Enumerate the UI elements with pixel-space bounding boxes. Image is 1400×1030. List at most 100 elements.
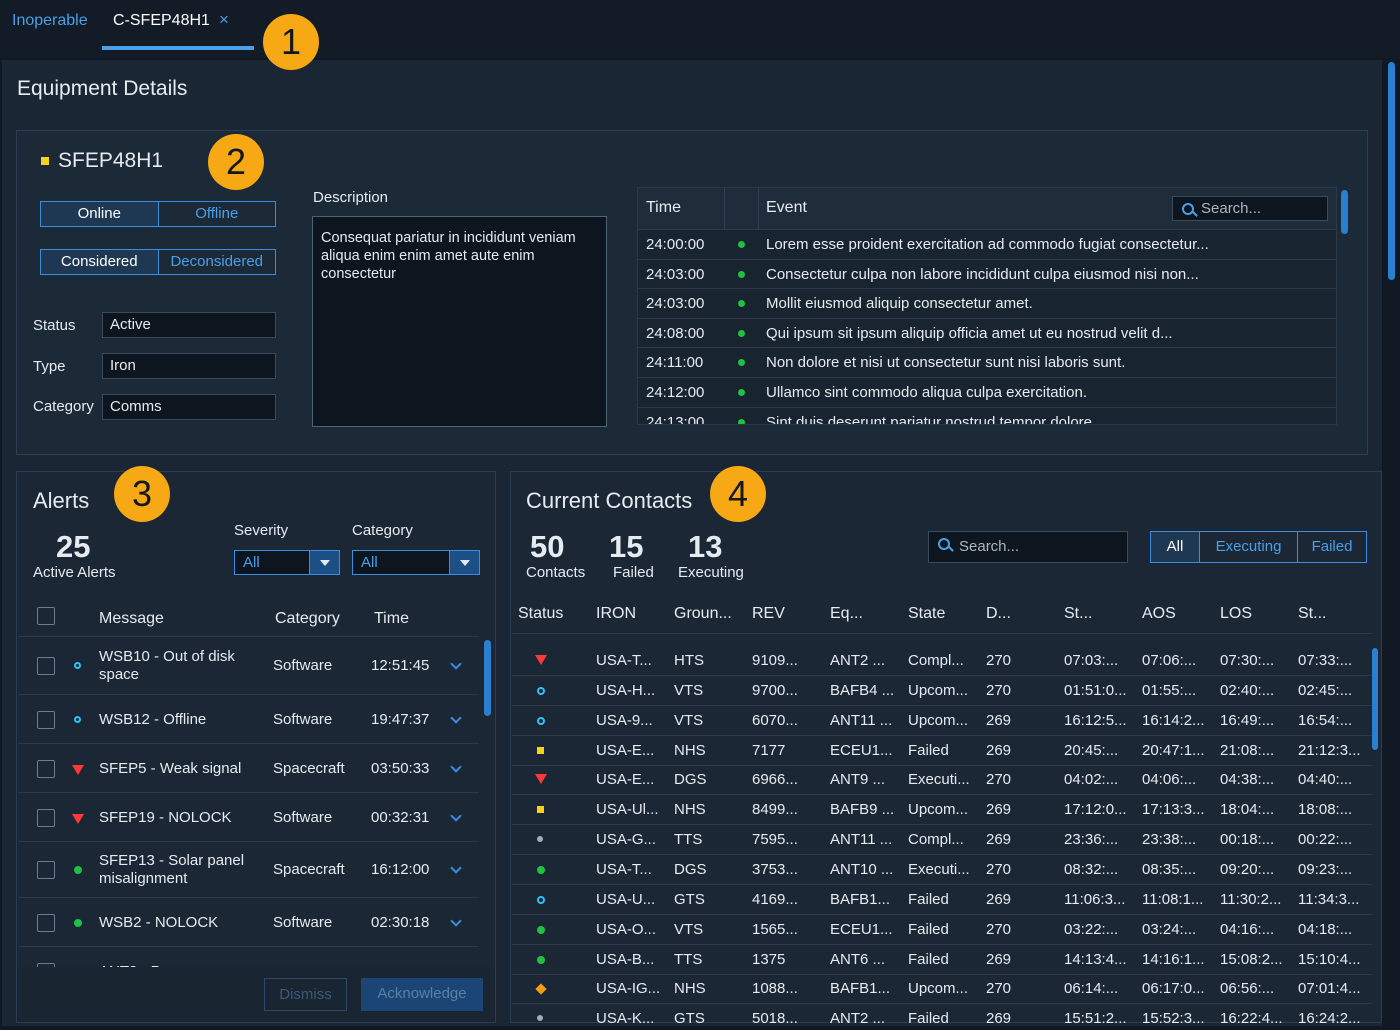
category-column-header[interactable]: Category <box>275 610 340 627</box>
category-label: Category <box>33 398 94 415</box>
contacts-column-header[interactable]: LOS <box>1220 605 1253 622</box>
event-column-header[interactable]: Event <box>766 199 807 216</box>
contacts-column-header[interactable]: St... <box>1064 605 1093 622</box>
alert-row[interactable]: WSB2 - NOLOCK Software 02:30:18 <box>19 898 479 947</box>
contact-ground-cell: TTS <box>674 950 703 968</box>
contacts-column-header[interactable]: State <box>908 605 946 622</box>
contact-aos-cell: 15:52:3... <box>1142 1010 1205 1023</box>
alert-checkbox[interactable] <box>37 657 55 675</box>
event-search-input[interactable]: Search... <box>1172 196 1328 221</box>
tab-equipment[interactable]: C-SFEP48H1 <box>113 12 210 29</box>
contact-st2-cell: 16:54:... <box>1298 711 1353 729</box>
alert-row[interactable]: SFEP19 - NOLOCK Software 00:32:31 <box>19 793 479 842</box>
expand-chevron-icon[interactable] <box>450 760 462 773</box>
time-column-header[interactable]: Time <box>646 199 681 216</box>
contact-row[interactable]: USA-E... DGS 6966... ANT9 ... Executi... 270 0… <box>512 765 1372 796</box>
alert-message: SFEP13 - Solar panel misalignment <box>99 852 245 887</box>
alert-row[interactable]: ANT2 - Power <box>19 947 479 967</box>
event-row[interactable]: 24:00:00 Lorem esse proident exercitation… <box>638 230 1336 260</box>
contact-aos-cell: 11:08:1... <box>1142 890 1204 908</box>
message-column-header[interactable]: Message <box>99 610 164 627</box>
alert-category: Software <box>273 710 333 728</box>
alert-row[interactable]: SFEP13 - Solar panel misalignment Spacec… <box>19 842 479 898</box>
tab-inoperable[interactable]: Inoperable <box>12 12 88 29</box>
dismiss-button[interactable]: Dismiss <box>264 978 347 1011</box>
contact-row[interactable]: USA-9... VTS 6070... ANT11 ... Upcom... 269 16… <box>512 706 1372 736</box>
select-all-checkbox[interactable] <box>37 607 55 625</box>
description-textarea[interactable]: Consequat pariatur in incididunt veniam … <box>312 216 607 427</box>
contact-row[interactable]: USA-T... HTS 9109... ANT2 ... Compl... 270 07:… <box>512 646 1372 676</box>
alert-checkbox[interactable] <box>37 913 55 932</box>
expand-chevron-icon[interactable] <box>450 862 462 874</box>
alert-row[interactable]: WSB12 - Offline Software 19:47:37 <box>19 695 479 744</box>
contact-row[interactable]: USA-O... VTS 1565... ECEU1... Failed 270 03:22… <box>512 915 1372 945</box>
contacts-column-header[interactable]: D... <box>986 605 1011 622</box>
considered-button[interactable]: Considered <box>41 250 158 274</box>
severity-select[interactable]: All <box>234 550 340 575</box>
filter-executing-button[interactable]: Executing <box>1199 532 1297 562</box>
contact-eq-cell: ANT11 ... <box>830 831 893 849</box>
contact-state-cell: Failed <box>908 1010 949 1023</box>
expand-chevron-icon[interactable] <box>450 914 462 927</box>
contact-row[interactable]: USA-H... VTS 9700... BAFB4 ... Upcom... 270 01… <box>512 676 1372 706</box>
contact-row[interactable]: USA-G... TTS 7595... ANT11 ... Compl... 269 23… <box>512 825 1372 856</box>
contact-row[interactable]: USA-B... TTS 1375 ANT6 ... Failed 269 14:13:4.… <box>512 945 1372 975</box>
contact-row[interactable]: USA-K... GTS 5018... ANT2 ... Failed 269 15:51… <box>512 1004 1372 1023</box>
online-button[interactable]: Online <box>41 202 158 226</box>
contact-row[interactable]: USA-U... GTS 4169... BAFB1... Failed 269 11:06… <box>512 885 1372 915</box>
expand-chevron-icon[interactable] <box>450 658 462 670</box>
event-row[interactable]: 24:08:00 Qui ipsum sit ipsum aliquip offi… <box>638 319 1336 349</box>
contact-eq-cell: ANT2 ... <box>830 1010 886 1023</box>
contact-row[interactable]: USA-Ul... NHS 8499... BAFB9 ... Upcom... 269 1… <box>512 795 1372 826</box>
contact-row[interactable]: USA-E... NHS 7177 ECEU1... Failed 269 20:45:..… <box>512 736 1372 766</box>
status-field[interactable]: Active <box>102 312 276 338</box>
filter-failed-button[interactable]: Failed <box>1297 532 1366 562</box>
category-field[interactable]: Comms <box>102 394 276 420</box>
alert-checkbox[interactable] <box>37 759 55 778</box>
contact-ground-cell: TTS <box>674 831 703 849</box>
contacts-column-header[interactable]: Status <box>518 605 564 622</box>
active-tab-indicator <box>102 46 254 50</box>
contacts-column-header[interactable]: AOS <box>1142 605 1176 622</box>
time-column-header[interactable]: Time <box>374 610 409 627</box>
contact-aos-cell: 03:24:... <box>1142 920 1197 938</box>
contacts-search-input[interactable]: Search... <box>928 531 1128 563</box>
contacts-column-header[interactable]: IRON <box>596 605 636 622</box>
alerts-scrollbar[interactable] <box>484 640 491 716</box>
alert-row[interactable]: SFEP5 - Weak signal Spacecraft 03:50:33 <box>19 744 479 793</box>
expand-chevron-icon[interactable] <box>450 809 462 822</box>
event-row[interactable]: 24:03:00 Consectetur culpa non labore inc… <box>638 260 1336 290</box>
expand-chevron-icon[interactable] <box>450 711 462 724</box>
category-select[interactable]: All <box>352 550 480 575</box>
alert-message: ANT2 - Power <box>99 963 259 968</box>
page-scrollbar[interactable] <box>1388 62 1395 280</box>
deconsidered-button[interactable]: Deconsidered <box>157 250 276 274</box>
acknowledge-button[interactable]: Acknowledge <box>361 978 483 1011</box>
contacts-scrollbar[interactable] <box>1372 648 1378 750</box>
contacts-column-header[interactable]: REV <box>752 605 785 622</box>
close-tab-icon[interactable]: × <box>219 10 229 29</box>
chevron-down-icon <box>449 551 479 574</box>
alert-checkbox[interactable] <box>37 710 55 729</box>
contact-row[interactable]: USA-T... DGS 3753... ANT10 ... Executi... 270… <box>512 855 1372 885</box>
type-field[interactable]: Iron <box>102 353 276 379</box>
alert-checkbox[interactable] <box>37 861 55 879</box>
event-row[interactable]: 24:12:00 Ullamco sint commodo aliqua culp… <box>638 378 1336 408</box>
contact-row[interactable]: USA-IG... NHS 1088... BAFB1... Upcom... 270 06… <box>512 974 1372 1005</box>
offline-button[interactable]: Offline <box>157 202 276 226</box>
contact-ground-cell: NHS <box>674 801 706 819</box>
event-row[interactable]: 24:03:00 Mollit eiusmod aliquip consectet… <box>638 289 1336 319</box>
contact-aos-cell: 17:13:3... <box>1142 801 1205 819</box>
alert-row[interactable]: WSB10 - Out of disk space Software 12:51… <box>19 637 479 695</box>
alert-checkbox[interactable] <box>37 808 55 827</box>
event-log-scrollbar[interactable] <box>1341 190 1348 234</box>
contacts-column-header[interactable]: Eq... <box>830 605 863 622</box>
contact-rev-cell: 1565... <box>752 920 798 938</box>
contacts-column-header[interactable]: Groun... <box>674 605 732 622</box>
consideration-toggle: Considered Deconsidered <box>40 249 276 275</box>
contacts-column-header[interactable]: St... <box>1298 605 1327 622</box>
event-row[interactable]: 24:13:00 Sint duis deserunt pariatur nost… <box>638 408 1336 424</box>
event-row[interactable]: 24:11:00 Non dolore et nisi ut consectetu… <box>638 348 1336 378</box>
alert-checkbox[interactable] <box>37 962 55 967</box>
filter-all-button[interactable]: All <box>1151 532 1199 562</box>
